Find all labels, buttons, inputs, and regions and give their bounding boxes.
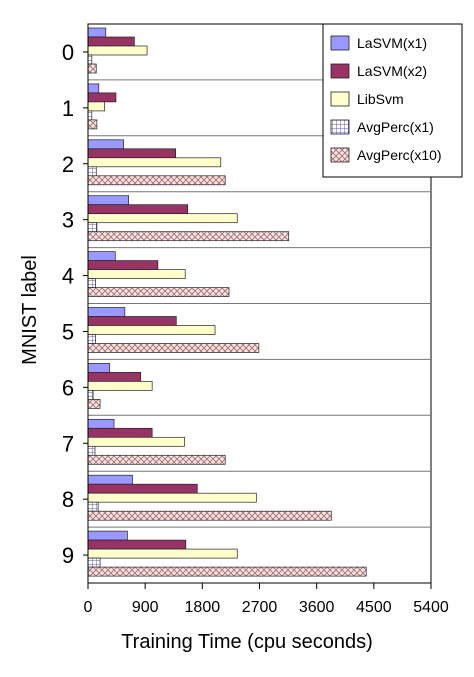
bar-4-0 xyxy=(87,251,116,261)
legend: LaSVM(x1) LaSVM(x2) LibSvm AvgPerc(x1) AvgPe… xyxy=(322,23,463,178)
category-label-2: 2 xyxy=(62,152,74,177)
bar-0-0 xyxy=(87,27,107,38)
bar-9-1 xyxy=(87,539,187,550)
x-axis: 0 900 1800 2700 3600 4500 5400 xyxy=(84,582,449,616)
bar-1-0 xyxy=(87,83,100,94)
bar-5-4 xyxy=(87,343,260,353)
x-tick-label-4500: 4500 xyxy=(356,599,392,616)
bar-4-2 xyxy=(87,269,186,279)
x-tick-label-5400: 5400 xyxy=(413,599,449,616)
legend-label-2: LibSvm xyxy=(357,91,404,107)
category-label-9: 9 xyxy=(62,543,74,568)
bar-3-2 xyxy=(87,213,238,224)
bar-6-3 xyxy=(87,390,94,400)
bar-2-2 xyxy=(87,157,222,168)
bar-9-4 xyxy=(87,566,367,577)
legend-label-0: LaSVM(x1) xyxy=(357,35,427,51)
bar-5-1 xyxy=(87,316,177,326)
bar-1-1 xyxy=(87,92,117,103)
legend-label-4: AvgPerc(x10) xyxy=(357,147,442,163)
y-axis: 0 1 2 3 4 5 6 7 8 9 xyxy=(62,24,89,583)
bar-0-2 xyxy=(87,45,148,56)
bar-6-0 xyxy=(87,363,110,373)
bar-0-4 xyxy=(87,63,97,74)
bar-7-2 xyxy=(87,436,185,447)
bar-6-1 xyxy=(87,372,142,382)
bar-6-2 xyxy=(87,381,153,391)
bar-7-3 xyxy=(87,445,96,456)
x-tick-label-1800: 1800 xyxy=(185,599,221,616)
x-tick-label-0: 0 xyxy=(84,599,93,616)
bar-1-4 xyxy=(87,119,98,130)
legend-swatch-1 xyxy=(330,63,350,79)
bars xyxy=(87,27,367,577)
legend-label-1: LaSVM(x2) xyxy=(357,63,427,79)
bar-2-4 xyxy=(87,175,226,186)
bar-2-1 xyxy=(87,148,177,159)
bar-1-2 xyxy=(87,101,105,112)
bar-9-2 xyxy=(87,548,238,559)
x-tick-label-900: 900 xyxy=(132,599,159,616)
bar-2-3 xyxy=(87,166,97,177)
bar-1-3 xyxy=(87,110,93,121)
bar-4-4 xyxy=(87,287,230,297)
legend-swatch-2 xyxy=(330,91,350,107)
bar-0-3 xyxy=(87,54,93,65)
legend-label-3: AvgPerc(x1) xyxy=(357,119,434,135)
bar-3-0 xyxy=(87,195,130,206)
bar-2-0 xyxy=(87,139,124,150)
x-tick-label-3600: 3600 xyxy=(299,599,335,616)
bar-3-3 xyxy=(87,222,98,233)
bar-8-3 xyxy=(87,501,99,512)
category-label-6: 6 xyxy=(62,375,74,400)
bar-0-1 xyxy=(87,36,135,47)
bar-5-2 xyxy=(87,325,216,335)
bar-3-4 xyxy=(87,231,290,242)
legend-swatch-0 xyxy=(330,35,350,51)
x-tick-label-2700: 2700 xyxy=(242,599,278,616)
bar-8-0 xyxy=(87,474,133,485)
bar-8-4 xyxy=(87,510,332,521)
bar-5-0 xyxy=(87,307,126,317)
category-label-3: 3 xyxy=(62,208,74,233)
y-axis-label: MNIST label xyxy=(19,255,41,365)
bar-4-1 xyxy=(87,260,159,270)
legend-swatch-4 xyxy=(330,147,350,163)
bar-7-0 xyxy=(87,418,115,429)
category-label-0: 0 xyxy=(62,40,74,65)
x-axis-label: Training Time (cpu seconds) xyxy=(121,631,373,653)
bar-9-0 xyxy=(87,530,128,541)
bar-9-3 xyxy=(87,557,101,568)
category-label-8: 8 xyxy=(62,487,74,512)
bar-3-1 xyxy=(87,204,189,215)
category-label-5: 5 xyxy=(62,319,74,344)
category-label-7: 7 xyxy=(62,431,74,456)
bar-7-4 xyxy=(87,454,226,465)
category-label-4: 4 xyxy=(62,264,74,289)
bar-4-3 xyxy=(87,278,96,288)
bar-8-1 xyxy=(87,483,198,494)
bar-5-3 xyxy=(87,334,96,344)
legend-swatch-3 xyxy=(330,119,350,135)
category-label-1: 1 xyxy=(62,96,74,121)
bar-7-1 xyxy=(87,427,153,438)
bar-8-2 xyxy=(87,492,257,503)
bar-6-4 xyxy=(87,399,101,409)
